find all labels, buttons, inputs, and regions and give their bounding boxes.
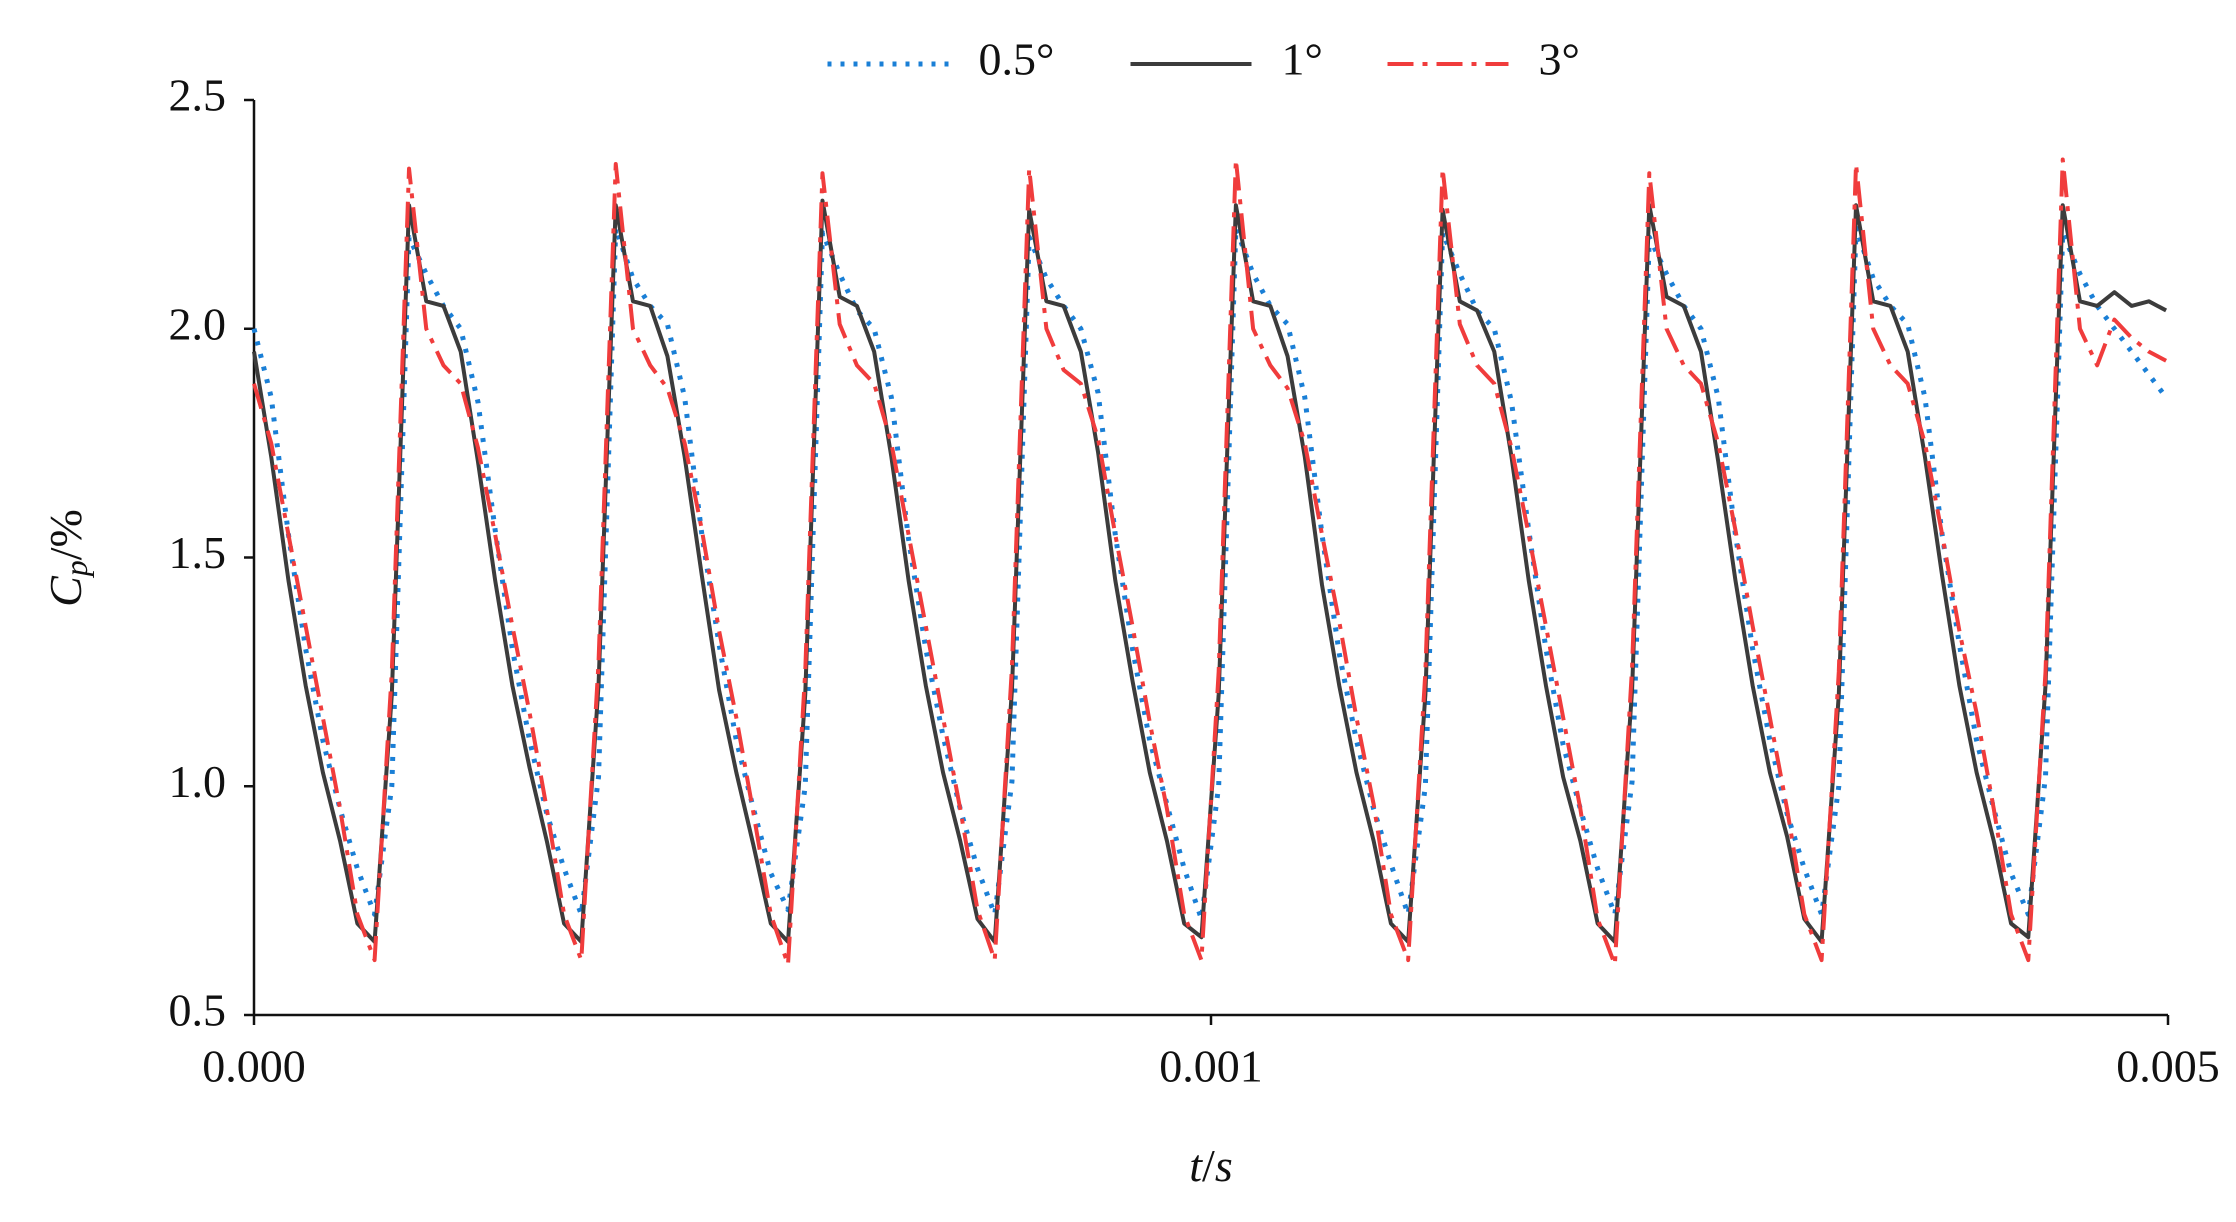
y-tick-label: 0.5 <box>169 985 227 1036</box>
series-line <box>252 157 2168 967</box>
x-axis-label: t/s <box>1189 1140 1232 1191</box>
x-tick-label: 0.000 <box>202 1041 306 1092</box>
y-tick-label: 2.5 <box>169 70 227 121</box>
y-tick-label: 1.5 <box>169 527 227 578</box>
legend-label: 0.5° <box>979 34 1055 85</box>
y-tick-label: 2.0 <box>169 298 227 349</box>
x-tick-label: 0.001 <box>1159 1041 1263 1092</box>
legend-label: 1° <box>1282 34 1323 85</box>
x-tick-label: 0.005 <box>2116 1041 2220 1092</box>
y-tick-label: 1.0 <box>169 756 227 807</box>
legend-label: 3° <box>1539 34 1580 85</box>
y-axis-label: Cp/% <box>40 509 95 607</box>
